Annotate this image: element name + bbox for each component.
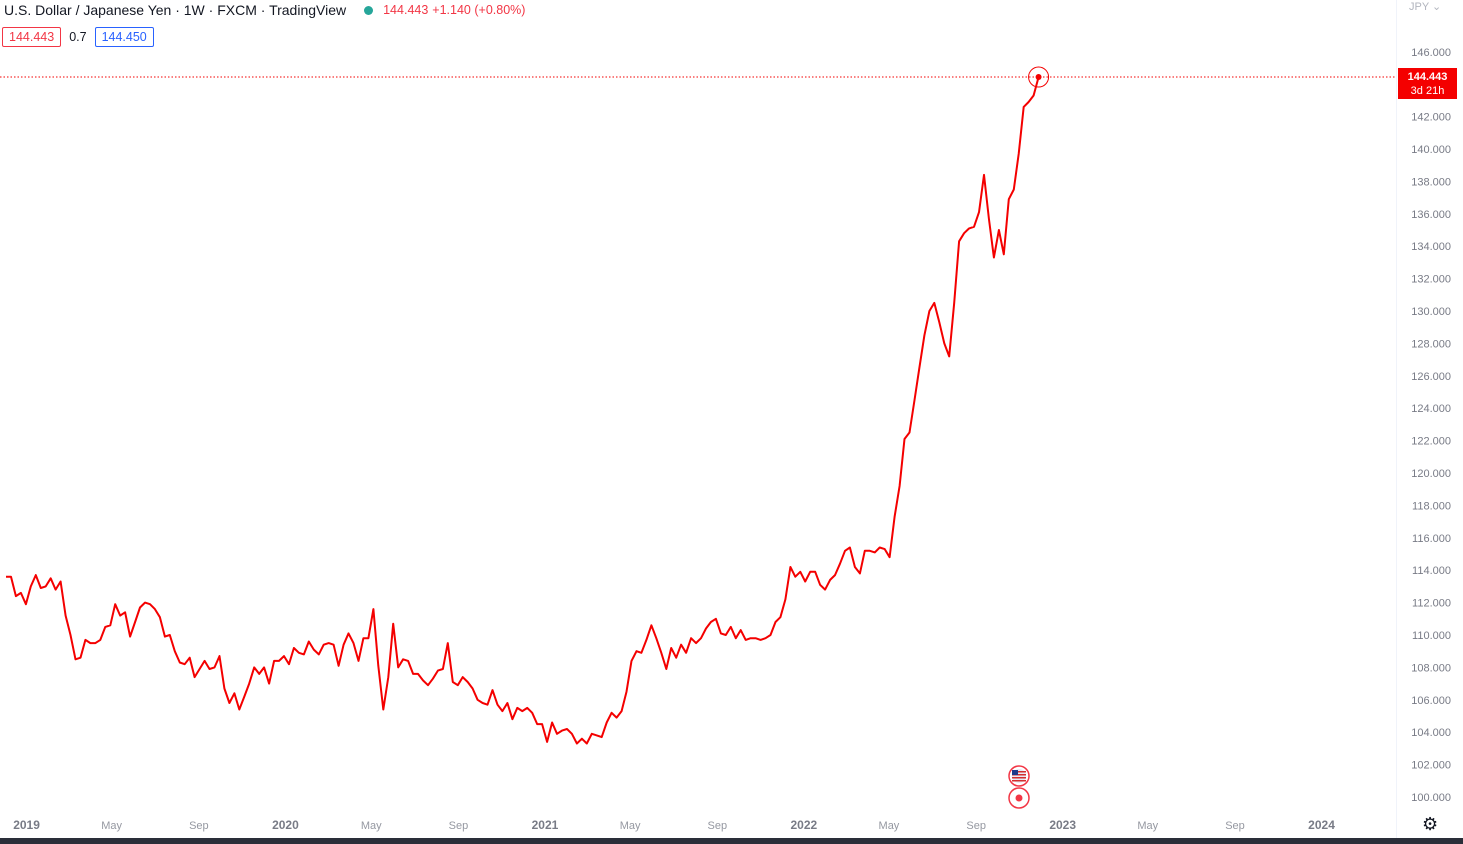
chart-legend: U.S. Dollar / Japanese Yen · 1W · FXCM ·…: [4, 2, 525, 18]
x-tick-label: May: [101, 820, 122, 832]
bid-button[interactable]: 144.443: [2, 27, 62, 47]
x-tick-label: May: [620, 820, 641, 832]
x-tick-label: May: [361, 820, 382, 832]
x-tick-label: Sep: [966, 820, 986, 832]
legend-last-price: 144.443: [383, 3, 429, 17]
x-tick-label: Sep: [189, 820, 209, 832]
y-tick-label: 128.000: [1411, 338, 1451, 350]
y-tick-label: 136.000: [1411, 209, 1451, 221]
y-tick-label: 122.000: [1411, 436, 1451, 448]
event-dot-icon[interactable]: [1008, 787, 1030, 809]
gear-icon[interactable]: ⚙: [1422, 814, 1439, 834]
x-tick-label: 2019: [13, 818, 40, 832]
last-point-marker: [1028, 66, 1050, 88]
x-tick-label: Sep: [708, 820, 728, 832]
y-tick-label: 146.000: [1411, 47, 1451, 59]
spread-value: 0.7: [69, 30, 87, 44]
series-line: [6, 76, 1040, 745]
y-tick-label: 126.000: [1411, 371, 1451, 383]
x-tick-label: Sep: [1225, 820, 1245, 832]
current-price-value: 144.443: [1407, 71, 1448, 83]
x-tick-label: 2022: [790, 818, 817, 832]
y-tick-label: 140.000: [1411, 144, 1451, 156]
quote-panel: 144.443 0.7 144.450: [2, 27, 154, 47]
current-price-label: 144.443 3d 21h: [1398, 68, 1457, 99]
y-tick-label: 120.000: [1411, 468, 1451, 480]
us-flag-icon[interactable]: [1008, 765, 1030, 787]
y-tick-label: 106.000: [1411, 695, 1451, 707]
y-tick-label: 110.000: [1412, 630, 1451, 642]
x-tick-label: May: [1137, 820, 1158, 832]
currency-selector[interactable]: JPY ⌄: [1409, 0, 1441, 13]
y-tick-label: 112.000: [1412, 598, 1451, 610]
time-axis[interactable]: 2019 May Sep 2020 May Sep 2021 May Sep 2022 May Sep…: [13, 818, 1335, 832]
y-tick-label: 118.000: [1412, 500, 1451, 512]
y-tick-label: 104.000: [1411, 727, 1451, 739]
y-tick-label: 138.000: [1411, 176, 1451, 188]
y-tick-label: 130.000: [1411, 306, 1451, 318]
x-tick-label: 2023: [1049, 818, 1076, 832]
y-tick-label: 124.000: [1411, 403, 1451, 415]
market-open-dot-icon: [364, 5, 374, 15]
ask-button[interactable]: 144.450: [94, 27, 154, 47]
last-point-halo: [1028, 66, 1050, 88]
y-tick-label: 116.000: [1412, 533, 1451, 545]
y-tick-label: 132.000: [1411, 274, 1451, 286]
legend-change: +1.140 (+0.80%): [432, 3, 526, 17]
x-tick-label: 2021: [532, 818, 559, 832]
currency-label: JPY: [1409, 1, 1429, 13]
bottom-toolbar: [0, 838, 1463, 844]
y-tick-label: 142.000: [1411, 112, 1451, 124]
symbol-title[interactable]: U.S. Dollar / Japanese Yen · 1W · FXCM ·…: [4, 2, 347, 18]
y-tick-label: 108.000: [1411, 662, 1451, 674]
x-tick-label: 2024: [1308, 818, 1335, 832]
y-tick-label: 100.000: [1411, 792, 1451, 804]
price-axis[interactable]: 100.000 102.000 104.000 106.000 108.000 110.0…: [1411, 47, 1451, 804]
chevron-down-icon: ⌄: [1428, 1, 1442, 13]
y-tick-label: 134.000: [1411, 241, 1451, 253]
x-tick-label: Sep: [449, 820, 469, 832]
price-axis-separator: [1396, 0, 1397, 838]
last-point-dot: [1035, 74, 1042, 81]
y-tick-label: 114.000: [1412, 565, 1451, 577]
x-tick-label: 2020: [272, 818, 299, 832]
y-tick-label: 102.000: [1411, 760, 1451, 772]
x-tick-label: May: [879, 820, 900, 832]
bar-countdown: 3d 21h: [1410, 85, 1445, 97]
